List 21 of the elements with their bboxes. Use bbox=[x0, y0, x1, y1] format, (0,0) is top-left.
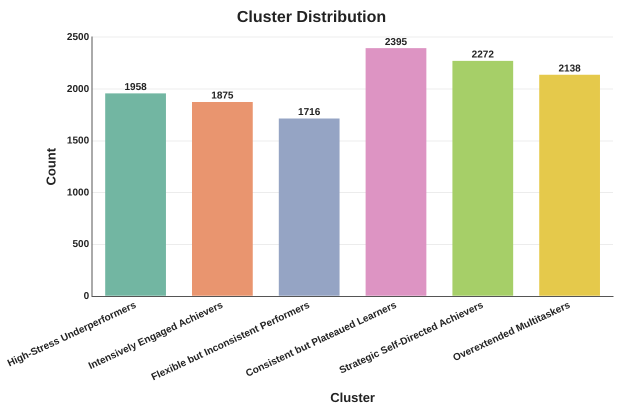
data-label: 1958 bbox=[124, 82, 148, 94]
data-label: 2395 bbox=[384, 36, 408, 48]
y-tick-label: 2500 bbox=[66, 32, 90, 43]
data-label: 1875 bbox=[211, 90, 234, 102]
data-label: 2138 bbox=[558, 63, 582, 74]
bar bbox=[366, 48, 426, 296]
bar bbox=[452, 60, 514, 296]
x-axis-title: Cluster bbox=[330, 390, 375, 405]
bar bbox=[539, 74, 600, 296]
y-tick-label: 500 bbox=[72, 239, 90, 250]
y-tick-label: 2000 bbox=[66, 84, 90, 95]
bar bbox=[105, 93, 166, 296]
bar bbox=[192, 102, 253, 296]
y-tick-label: 1500 bbox=[66, 136, 90, 147]
y-axis-title: Count bbox=[44, 147, 59, 186]
chart-title: Cluster Distribution bbox=[236, 9, 386, 26]
y-tick-label: 1000 bbox=[66, 187, 90, 198]
data-label: 1716 bbox=[298, 107, 321, 118]
data-label: 2272 bbox=[472, 50, 494, 61]
y-tick-label: 0 bbox=[84, 291, 90, 302]
bar bbox=[278, 118, 340, 296]
